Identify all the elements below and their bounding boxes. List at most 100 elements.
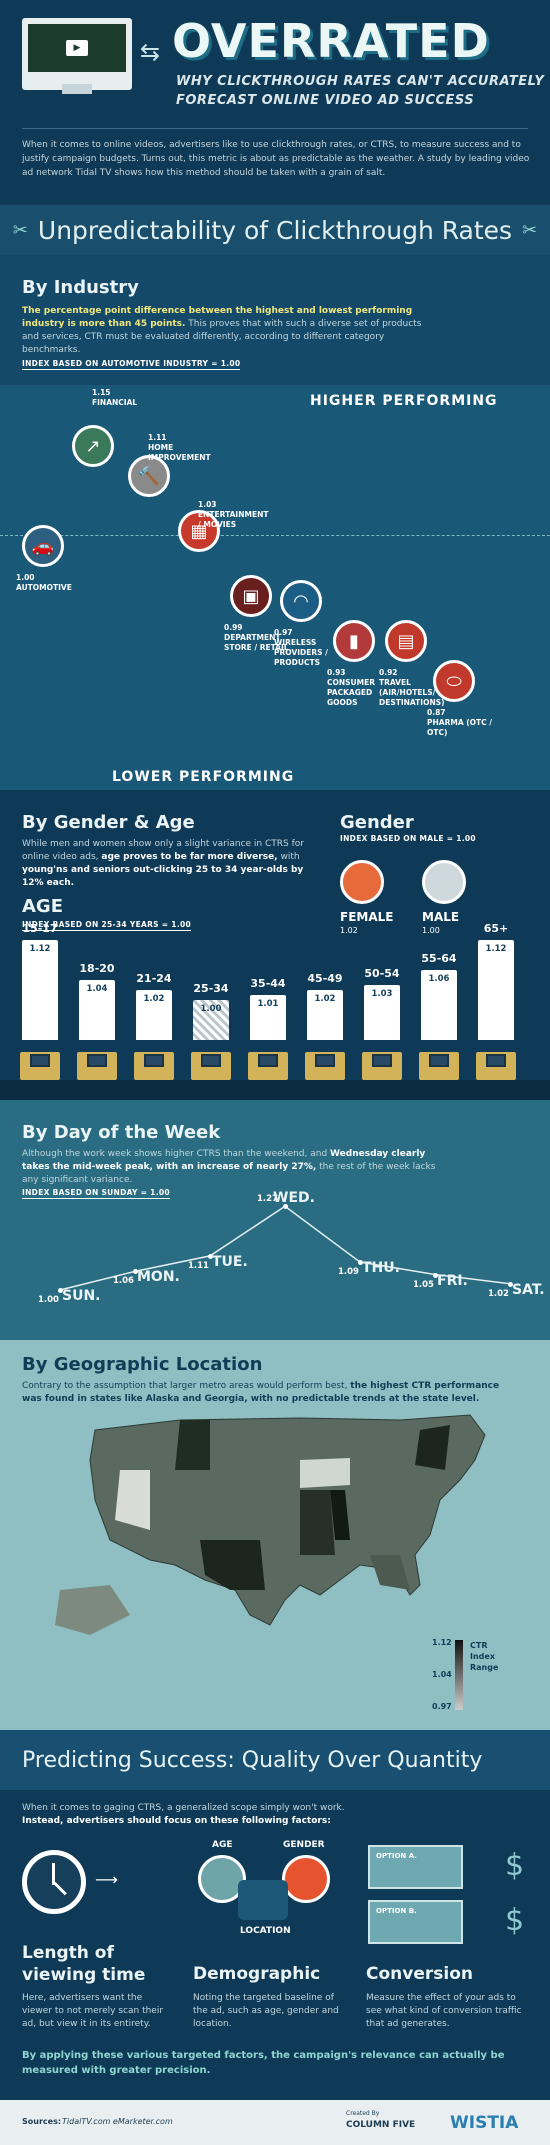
week-desc: Although the work week shows higher CTRS… xyxy=(22,1149,436,1185)
geo-section: By Geographic Location Contrary to the a… xyxy=(0,1340,550,1730)
legend-title: CTR Index Range xyxy=(470,1641,499,1672)
col1-text: Here, advertisers want the viewer to not… xyxy=(22,1993,164,2029)
day-value: 1.05 xyxy=(413,1279,434,1290)
industry-label: 0.87 PHARMA (OTC / OTC) xyxy=(427,708,493,737)
floor xyxy=(0,1080,550,1100)
week-point xyxy=(208,1253,213,1259)
legend-mid: 1.04 xyxy=(432,1670,452,1679)
option-a-box: OPTION A. xyxy=(368,1845,463,1889)
week-section: By Day of the Week Although the work wee… xyxy=(0,1100,550,1340)
age-label: 21-24 xyxy=(136,972,172,985)
baseline xyxy=(0,535,550,536)
gender-demo-avatar xyxy=(282,1855,330,1903)
shopping-bag-icon: ▣ xyxy=(230,575,272,617)
industry-label: 1.03 ENTERTAINMENT / MOVIES xyxy=(198,500,269,529)
desk-icon xyxy=(134,1052,174,1080)
sources-label: Sources: xyxy=(22,2117,62,2126)
monitor-icon: ▶ xyxy=(22,18,132,94)
industry-label: 0.92 TRAVEL (AIR/HOTELS/ DESTINATIONS) xyxy=(379,668,445,707)
wifi-icon: ◠ xyxy=(280,580,322,622)
female-value: 1.02 xyxy=(340,926,358,935)
age-bar: 1.06 xyxy=(421,970,457,1040)
header: ▶ ⇆ OVERRATED WHY CLICKTHROUGH RATES CAN… xyxy=(0,0,550,205)
location-label: LOCATION xyxy=(240,1926,291,1936)
desk-icon xyxy=(77,1052,117,1080)
geo-title: By Geographic Location xyxy=(22,1354,263,1375)
day-label: THU. xyxy=(362,1260,400,1277)
gender-age-title: By Gender & Age xyxy=(22,812,195,833)
male-label: MALE xyxy=(422,910,460,924)
male-avatar xyxy=(422,860,466,904)
location-map-icon xyxy=(238,1880,288,1920)
column-five-logo: COLUMN FIVE xyxy=(346,2120,416,2130)
day-label: TUE. xyxy=(212,1253,248,1270)
industry-chart: HIGHER PERFORMING LOWER PERFORMING 🚗 1.00… xyxy=(0,385,550,882)
industry-index: INDEX BASED ON AUTOMOTIVE INDUSTRY = 1.0… xyxy=(22,359,241,370)
desk-icon xyxy=(419,1052,459,1080)
female-avatar xyxy=(340,860,384,904)
desk-icon xyxy=(476,1052,516,1080)
col3-title: Conversion xyxy=(366,1964,473,1984)
age-index: INDEX BASED ON 25-34 YEARS = 1.00 xyxy=(22,920,191,931)
day-label: WED. xyxy=(273,1190,315,1207)
closing-text: By applying these various targeted facto… xyxy=(22,2050,505,2076)
industry-desc: The percentage point difference between … xyxy=(22,306,422,355)
dollar-icon: $ xyxy=(505,1903,525,1938)
age-label: 15-17 xyxy=(22,922,58,935)
page-subtitle: WHY CLICKTHROUGH RATES CAN'T ACCURATELY … xyxy=(176,74,545,108)
day-label: FRI. xyxy=(437,1272,468,1289)
dollar-icon: $ xyxy=(505,1848,525,1883)
created-by: Created By xyxy=(346,2110,380,2117)
col3-text: Measure the effect of your ads to see wh… xyxy=(366,1993,522,2029)
sources-text: TidalTV.com eMarketer.com xyxy=(62,2117,173,2126)
industry-label: 1.00 AUTOMOTIVE xyxy=(16,573,72,592)
col1-title: Length of viewing time xyxy=(22,1943,146,1985)
age-label: 18-20 xyxy=(79,962,115,975)
day-label: SUN. xyxy=(62,1288,101,1304)
luggage-icon: ▤ xyxy=(385,620,427,662)
clock-icon xyxy=(22,1850,86,1914)
gender-age-section: By Gender & Age While men and women show… xyxy=(0,790,550,1100)
scissors-icon: ✂ xyxy=(522,219,538,241)
hammer-icon: 🔨 xyxy=(128,455,170,497)
week-title: By Day of the Week xyxy=(22,1122,221,1143)
age-label: 65+ xyxy=(483,922,509,935)
col2-title: Demographic xyxy=(193,1964,321,1984)
day-value: 1.02 xyxy=(488,1288,509,1299)
day-label: MON. xyxy=(137,1269,180,1286)
week-point xyxy=(358,1260,363,1266)
desk-icon xyxy=(20,1052,60,1080)
banner-title: Unpredictability of Clickthrough Rates xyxy=(37,215,513,245)
age-bar: 1.01 xyxy=(250,995,286,1040)
week-point xyxy=(283,1204,288,1210)
predict-section: Predicting Success: Quality Over Quantit… xyxy=(0,1730,550,2100)
popcorn-icon: ▦ xyxy=(178,510,220,552)
age-label: AGE xyxy=(212,1840,233,1850)
car-icon: 🚗 xyxy=(22,525,64,567)
week-point xyxy=(133,1269,138,1275)
age-bar: 1.02 xyxy=(307,990,343,1040)
desk-icon xyxy=(248,1052,288,1080)
chart-arrow-icon: ↗ xyxy=(72,425,114,467)
age-bar: 1.03 xyxy=(364,985,400,1040)
age-label: 50-54 xyxy=(364,967,400,980)
gender-age-desc: While men and women show only a slight v… xyxy=(22,839,304,888)
option-b-box: OPTION B. xyxy=(368,1900,463,1944)
wistia-logo: WISTIA xyxy=(450,2113,519,2133)
age-label: 55-64 xyxy=(421,952,457,965)
day-value: 1.27 xyxy=(257,1194,278,1205)
week-point xyxy=(58,1288,63,1293)
age-bar: 1.12 xyxy=(22,940,58,1040)
industry-label: 1.11 HOME IMPROVEMENT xyxy=(148,433,211,462)
pill-icon: ⬭ xyxy=(433,660,475,702)
industry-label: 0.99 DEPARTMENT STORE / RETAIL xyxy=(224,623,289,652)
age-bar: 1.02 xyxy=(136,990,172,1040)
us-map xyxy=(55,1414,486,1635)
legend-high: 1.12 xyxy=(432,1638,452,1647)
col2-text: Noting the targeted baseline of the ad, … xyxy=(193,1993,339,2029)
higher-performing-label: HIGHER PERFORMING xyxy=(310,393,498,409)
industry-label: 0.93 CONSUMER PACKAGED GOODS xyxy=(327,668,376,707)
industry-section: By Industry The percentage point differe… xyxy=(0,255,550,390)
predict-banner: Predicting Success: Quality Over Quantit… xyxy=(0,1730,550,1790)
day-value: 1.00 xyxy=(38,1295,59,1305)
